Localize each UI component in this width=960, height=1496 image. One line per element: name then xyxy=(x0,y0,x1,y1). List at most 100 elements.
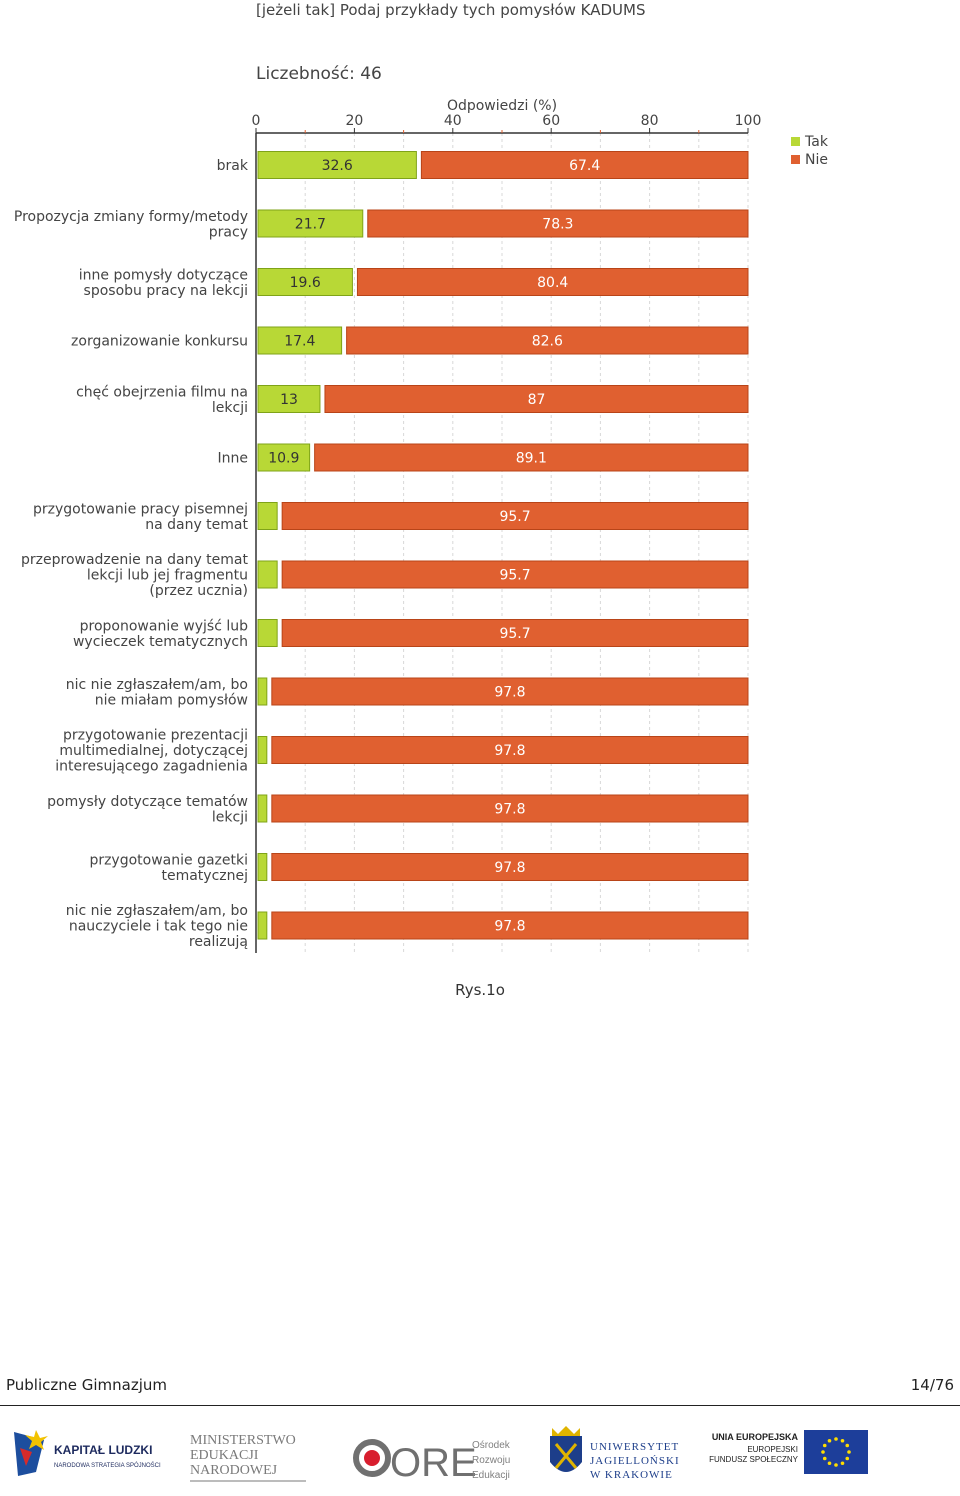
bar-tak xyxy=(257,151,417,179)
uj-line-3: W KRAKOWIE xyxy=(590,1469,673,1481)
figure-caption: Rys.1o xyxy=(455,981,505,999)
kl-sub-text: NARODOWA STRATEGIA SPÓJNOŚCI xyxy=(54,1461,161,1469)
bar-nie xyxy=(314,443,749,472)
category-label: przygotowanie gazetki xyxy=(89,852,248,868)
eu-star xyxy=(822,1443,827,1448)
category-label: pomysły dotyczące tematów xyxy=(47,794,248,810)
eu-line-1: UNIA EUROPEJSKA xyxy=(712,1432,799,1442)
bar-nie xyxy=(271,677,749,706)
bar-label-tak: 13 xyxy=(280,392,298,408)
category-label: lekcji xyxy=(212,400,248,416)
bar-label-nie: 89.1 xyxy=(516,451,547,467)
bar-label-nie: 95.7 xyxy=(499,568,530,584)
eu-star xyxy=(845,1443,850,1448)
men-line-2: EDUKACJI xyxy=(190,1448,259,1463)
bar-label-nie: 95.7 xyxy=(499,626,530,642)
bar-tak xyxy=(257,385,321,413)
category-label: multimedialnej, dotyczącej xyxy=(59,743,248,759)
category-label: nic nie zgłaszałem/am, bo xyxy=(66,903,248,919)
bar-label-nie: 67.4 xyxy=(569,158,600,174)
eu-star xyxy=(822,1456,827,1461)
ore-line-3: Edukacji xyxy=(472,1470,510,1481)
bars: 32.6 67.4 21.7 78.3 19.6 80.4 17.4 82.6 13 87 10.9… xyxy=(257,151,749,940)
bar-tak xyxy=(257,853,268,881)
category-label: sposobu pracy na lekcji xyxy=(84,283,248,299)
category-label: brak xyxy=(217,158,249,174)
bar-nie xyxy=(281,560,749,589)
category-label: tematycznej xyxy=(161,868,248,884)
bar-nie xyxy=(420,151,749,179)
category-label: na dany temat xyxy=(145,517,248,533)
footer-divider xyxy=(0,1405,960,1406)
bar-label-nie: 80.4 xyxy=(537,275,568,291)
category-label: (przez ucznia) xyxy=(149,583,248,599)
legend-label: Tak xyxy=(804,134,829,150)
uj-logo: UNIWERSYTET JAGIELLOŃSKI W KRAKOWIE xyxy=(550,1426,680,1481)
category-label: pracy xyxy=(209,224,248,240)
bar-tak xyxy=(257,911,268,940)
category-label: przygotowanie prezentacji xyxy=(63,728,248,744)
x-tick-label: 40 xyxy=(444,113,462,129)
bar-tak xyxy=(257,560,278,589)
kapital-ludzki-logo: KAPITAŁ LUDZKI NARODOWA STRATEGIA SPÓJNO… xyxy=(14,1430,161,1476)
legend-swatch xyxy=(791,155,800,164)
x-tick-label: 20 xyxy=(345,113,363,129)
bar-label-tak: 17.4 xyxy=(284,334,315,350)
bar-label-tak: 21.7 xyxy=(295,217,326,233)
bar-tak xyxy=(257,209,364,238)
eu-star xyxy=(845,1456,850,1461)
ore-main-text: ORE xyxy=(390,1441,477,1485)
stacked-bar-chart: [jeżeli tak] Podaj przykłady tych pomysł… xyxy=(14,1,829,953)
bar-tak xyxy=(257,619,278,647)
page-number: 14/76 xyxy=(910,1376,954,1394)
kl-main-text: KAPITAŁ LUDZKI xyxy=(54,1443,152,1457)
category-label: zorganizowanie konkursu xyxy=(71,334,248,350)
category-label: chęć obejrzenia filmu na xyxy=(76,384,248,400)
category-label: nauczyciele i tak tego nie xyxy=(69,919,248,935)
category-label: Propozycja zmiany formy/metody xyxy=(14,209,248,225)
ore-line-2: Rozwoju xyxy=(472,1455,510,1466)
eu-star xyxy=(834,1463,838,1467)
x-tick-label: 60 xyxy=(542,113,560,129)
axis-title: Odpowiedzi (%) xyxy=(447,98,557,114)
bar-label-tak: 19.6 xyxy=(290,275,321,291)
x-axis-ticks: 0 20 40 60 80 100 xyxy=(252,113,762,133)
bar-label-nie: 87 xyxy=(528,392,546,408)
category-label: inne pomysły dotyczące xyxy=(79,267,248,283)
ore-logo: ORE Ośrodek Rozwoju Edukacji xyxy=(353,1439,511,1485)
bar-label-nie: 82.6 xyxy=(532,334,563,350)
eu-star xyxy=(840,1438,845,1443)
count-label: Liczebność: 46 xyxy=(256,64,382,84)
bar-tak xyxy=(257,326,343,355)
uj-line-1: UNIWERSYTET xyxy=(590,1441,679,1453)
eu-star xyxy=(834,1437,838,1441)
sponsor-logos: KAPITAŁ LUDZKI NARODOWA STRATEGIA SPÓJNO… xyxy=(0,1414,960,1494)
bar-nie xyxy=(356,268,749,296)
bar-label-nie: 78.3 xyxy=(542,217,573,233)
category-label: wycieczek tematycznych xyxy=(73,634,248,650)
bar-nie xyxy=(367,209,749,238)
bar-nie xyxy=(271,794,749,823)
question-title: [jeżeli tak] Podaj przykłady tych pomysł… xyxy=(256,1,646,19)
bar-label-nie: 97.8 xyxy=(494,685,525,701)
footer-school-name: Publiczne Gimnazjum xyxy=(6,1376,168,1394)
eu-star xyxy=(840,1461,845,1466)
grid-lines xyxy=(255,132,749,953)
category-label: realizują xyxy=(189,934,248,950)
eu-star xyxy=(847,1450,851,1454)
bar-tak xyxy=(257,736,268,764)
men-logo: MINISTERSTWO EDUKACJI NARODOWEJ xyxy=(190,1433,306,1482)
bar-nie xyxy=(281,502,749,530)
legend-label: Nie xyxy=(805,152,828,168)
bar-nie xyxy=(324,385,749,413)
x-tick-label: 100 xyxy=(735,113,762,129)
bar-tak xyxy=(257,677,268,706)
bar-nie xyxy=(346,326,749,355)
bar-nie xyxy=(271,736,749,764)
uj-line-2: JAGIELLOŃSKI xyxy=(590,1455,680,1467)
bar-tak xyxy=(257,443,311,472)
category-label: nic nie zgłaszałem/am, bo xyxy=(66,677,248,693)
category-label: przygotowanie pracy pisemnej xyxy=(33,501,248,517)
bar-label-nie: 97.8 xyxy=(494,860,525,876)
